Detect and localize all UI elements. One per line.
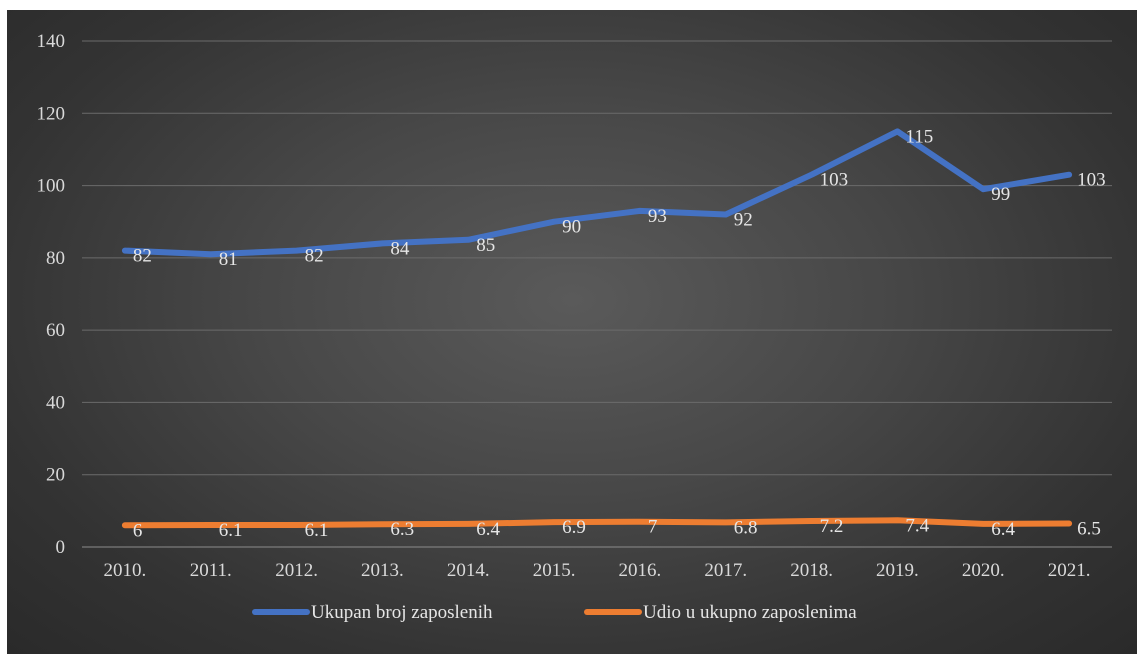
- x-axis-ticks: 2010. 2011. 2012. 2013. 2014. 2015. 2016. 2017.…: [104, 560, 1091, 581]
- y-axis-ticks: 0 20 40 60 80 100 120 140: [37, 31, 66, 558]
- data-label: 93: [648, 206, 667, 227]
- y-tick-label: 40: [46, 392, 65, 413]
- data-label: 85: [476, 235, 495, 256]
- x-tick-label: 2015.: [533, 560, 576, 581]
- x-tick-label: 2013.: [361, 560, 404, 581]
- x-tick-label: 2018.: [790, 560, 833, 581]
- legend: Ukupan broj zaposlenih Udio u ukupno zapo…: [252, 602, 857, 623]
- grid-lines: [82, 40, 1112, 548]
- x-tick-label: 2016.: [619, 560, 662, 581]
- data-label: 6: [133, 520, 143, 541]
- data-label: 103: [1077, 170, 1106, 191]
- y-tick-label: 120: [37, 103, 66, 124]
- x-tick-label: 2021.: [1048, 560, 1091, 581]
- data-label: 99: [991, 184, 1010, 205]
- series-lines: [121, 128, 1073, 529]
- data-label: 103: [820, 170, 849, 191]
- data-label: 84: [390, 238, 410, 259]
- x-tick-label: 2017.: [704, 560, 747, 581]
- x-tick-label: 2014.: [447, 560, 490, 581]
- data-label: 6.4: [476, 519, 500, 540]
- y-tick-label: 100: [37, 176, 66, 197]
- series-line-1: [121, 128, 1073, 258]
- series-line-2: [121, 517, 1073, 529]
- data-label: 6.3: [390, 519, 414, 540]
- data-label: 6.8: [734, 517, 758, 538]
- x-tick-label: 2010.: [104, 560, 147, 581]
- data-label: 7.2: [820, 516, 844, 537]
- data-label: 6.1: [305, 520, 329, 541]
- chart-area: 0 20 40 60 80 100 120 140 2010. 2011. 2012. 2013. 2…: [7, 10, 1137, 654]
- data-label: 7.4: [905, 515, 929, 536]
- data-label: 90: [562, 217, 581, 238]
- x-tick-label: 2011.: [190, 560, 232, 581]
- data-label: 81: [219, 249, 238, 270]
- data-label: 6.1: [219, 520, 243, 541]
- legend-label: Ukupan broj zaposlenih: [311, 602, 493, 623]
- y-tick-label: 140: [37, 31, 66, 52]
- data-label: 115: [905, 126, 933, 147]
- data-label: 7: [648, 517, 658, 538]
- data-labels: 82 81 82 84 85 90 93 92 103 115 99 103 6 6.1 6.1 6.3 6.4…: [133, 126, 1106, 541]
- legend-label: Udio u ukupno zaposlenima: [643, 602, 857, 623]
- y-tick-label: 0: [56, 537, 66, 558]
- data-label: 92: [734, 209, 753, 230]
- data-label: 6.4: [991, 519, 1015, 540]
- y-tick-label: 60: [46, 320, 65, 341]
- x-tick-label: 2012.: [275, 560, 318, 581]
- x-tick-label: 2019.: [876, 560, 919, 581]
- data-label: 82: [305, 246, 324, 267]
- y-tick-label: 20: [46, 465, 65, 486]
- data-label: 82: [133, 246, 152, 267]
- x-tick-label: 2020.: [962, 560, 1005, 581]
- data-label: 6.9: [562, 517, 586, 538]
- y-tick-label: 80: [46, 248, 65, 269]
- data-label: 6.5: [1077, 519, 1101, 540]
